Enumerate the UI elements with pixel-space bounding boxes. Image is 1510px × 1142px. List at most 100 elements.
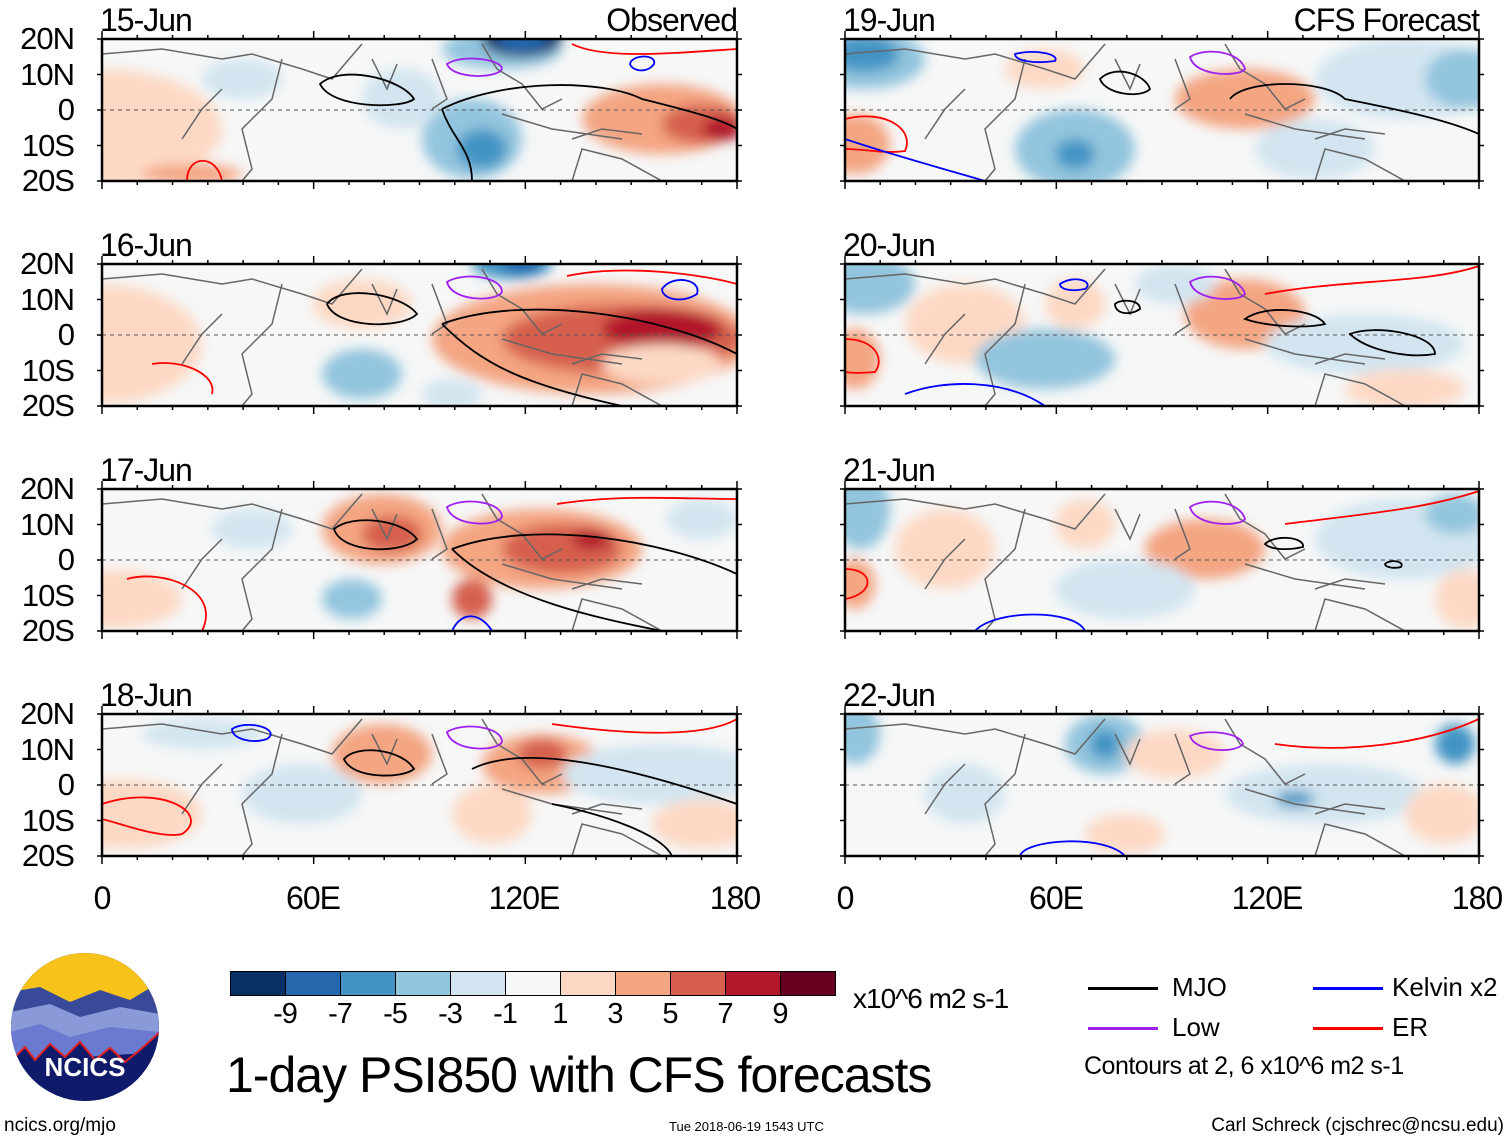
contour-line	[556, 496, 737, 505]
psi-anomaly-blob	[457, 129, 507, 169]
legend-label-low: Low	[1172, 1012, 1220, 1042]
colorbar-label: 7	[717, 998, 733, 1030]
lat-label: 20N	[20, 246, 75, 281]
contour-line	[1274, 718, 1479, 749]
legend-label-mjo: MJO	[1172, 972, 1227, 1002]
psi-anomaly-blob	[1090, 729, 1120, 759]
psi-anomaly-blob	[1145, 519, 1265, 579]
map-panel-15-jun	[97, 31, 742, 189]
colorbar-swatch	[560, 971, 615, 996]
contour-line	[974, 613, 1086, 631]
contour-line	[126, 575, 207, 631]
colorbar-label: -1	[493, 998, 518, 1030]
colorbar-swatch	[230, 971, 285, 996]
colorbar-swatch	[285, 971, 340, 996]
footer-timestamp: Tue 2018-06-19 1543 UTC	[669, 1119, 824, 1134]
contour-line	[1188, 731, 1244, 751]
map-panel-18-jun	[97, 706, 742, 864]
psi-anomaly-blob	[1055, 499, 1115, 549]
contour-line	[551, 803, 673, 856]
lat-label: 10N	[20, 506, 75, 542]
lon-label-120e-left: 120E	[488, 880, 561, 916]
contour-line	[325, 292, 419, 326]
contour-line	[231, 724, 272, 742]
contour-line	[441, 84, 737, 130]
lat-label: 0	[57, 317, 75, 352]
contour-note: Contours at 2, 6 x10^6 m2 s-1	[1084, 1052, 1404, 1080]
lat-label: 10N	[20, 731, 75, 767]
psi-anomaly-blob	[845, 114, 890, 174]
psi-anomaly-blob	[602, 309, 722, 349]
contour-line	[451, 533, 737, 575]
psi-anomaly-blob	[845, 39, 900, 72]
contour-line	[845, 338, 880, 374]
psi-anomaly-blob	[452, 579, 492, 619]
contour-line	[186, 159, 223, 181]
colorbar-swatch	[395, 971, 450, 996]
lat-label: 20S	[21, 388, 75, 423]
colorbar-label: 9	[772, 998, 788, 1030]
psi-anomaly-blob	[895, 509, 995, 589]
lat-label: 20S	[21, 613, 75, 648]
psi-anomaly-blob	[925, 764, 1005, 824]
colorbar-swatch	[505, 971, 560, 996]
psi-anomaly-blob	[845, 329, 880, 389]
colorbar-swatch	[670, 971, 725, 996]
psi-anomaly-blob	[975, 329, 1115, 389]
psi-anomaly-blob	[362, 69, 442, 129]
psi-anomaly-blob	[572, 529, 612, 549]
psi-anomaly-blob	[1345, 369, 1465, 406]
psi-anomaly-blob	[102, 569, 182, 629]
lat-label: 10N	[20, 281, 75, 317]
contour-line	[445, 275, 503, 300]
legend-label-er: ER	[1392, 1012, 1429, 1042]
contour-line	[845, 138, 986, 181]
colorbar-label: -9	[273, 998, 298, 1030]
lat-label: 10S	[21, 352, 75, 388]
contour-line	[551, 718, 737, 734]
colorbar-swatch	[340, 971, 395, 996]
psi-anomaly-blob	[497, 39, 547, 51]
contour-line	[102, 796, 192, 836]
psi-anomaly-blob	[1225, 764, 1425, 824]
contour-line	[451, 615, 493, 631]
panel-title-17-jun: 17-Jun	[100, 452, 193, 488]
psi-anomaly-blob	[102, 284, 202, 404]
panel-title-20-jun: 20-Jun	[843, 227, 936, 263]
psi-anomaly-blob	[1175, 69, 1315, 129]
psi-anomaly-blob	[102, 69, 222, 181]
footer-url[interactable]: ncics.org/mjo	[4, 1115, 116, 1136]
cfs-forecast-header: CFS Forecast	[1293, 2, 1480, 38]
contour-line	[1188, 500, 1246, 525]
contour-line	[1059, 278, 1089, 292]
panel-title-19-jun: 19-Jun	[843, 2, 936, 38]
psi-anomaly-blob	[1125, 729, 1225, 779]
map-panel-17-jun	[97, 481, 742, 639]
psi-anomaly-blob	[212, 509, 292, 549]
panel-title-15-jun: 15-Jun	[100, 2, 193, 38]
psi-anomaly-blob	[702, 117, 737, 141]
contour-line	[1384, 560, 1403, 569]
contour-line	[445, 500, 503, 525]
contour-line	[904, 383, 1046, 406]
psi-anomaly-blob	[517, 739, 567, 769]
contour-line	[318, 73, 416, 107]
psi-anomaly-blob	[1435, 569, 1479, 629]
contour-line	[441, 308, 737, 355]
psi-anomaly-blob	[452, 784, 532, 844]
contour-line	[1263, 537, 1304, 551]
contour-line	[445, 725, 503, 750]
legend-swatch-low	[1088, 1027, 1158, 1030]
contour-line	[1284, 490, 1479, 525]
legend-swatch-mjo	[1088, 987, 1158, 990]
contour-line	[441, 108, 473, 181]
lat-label: 20S	[21, 838, 75, 873]
lat-label: 10S	[21, 127, 75, 163]
psi-anomaly-blob	[562, 744, 737, 804]
lat-label: 10N	[20, 56, 75, 92]
panel-title-18-jun: 18-Jun	[100, 677, 193, 713]
contour-line	[1229, 83, 1479, 135]
contour-line	[571, 43, 737, 55]
map-panel-19-jun	[840, 31, 1484, 189]
ncics-logo: NCICS	[11, 953, 159, 1101]
